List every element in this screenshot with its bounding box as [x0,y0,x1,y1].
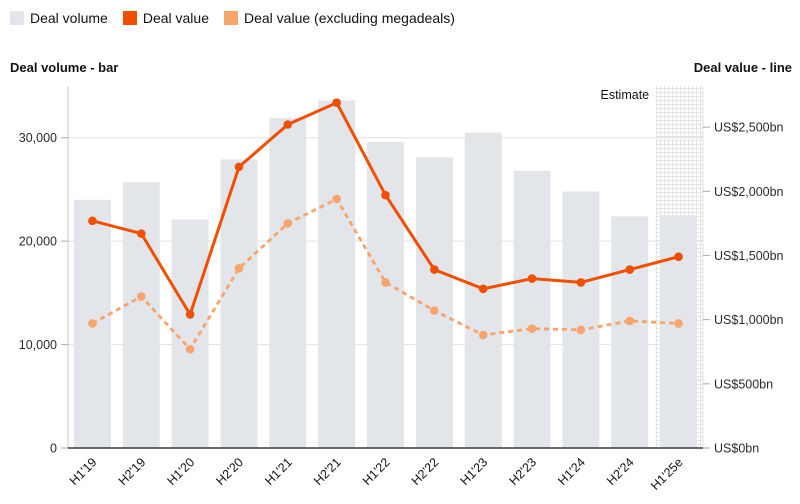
point-deal-value-H1'21 [283,120,293,129]
x-axis-label-H1'20: H1'20 [165,455,198,488]
legend: Deal volume Deal value Deal value (exclu… [10,10,455,26]
x-axis-label-H1'25e: H1'25e [648,455,686,493]
x-axis-label-H1'19: H1'19 [67,455,100,488]
bar-H2'21 [318,100,356,448]
legend-item-deal-value-excluding-megadeals: Deal value (excluding megadeals) [223,10,455,26]
right-tick-label: US$1,500bn [714,249,784,263]
left-axis-title: Deal volume - bar [10,60,119,75]
point-deal-value-H1'20 [185,310,195,319]
point-excl-megadeals-H2'20 [234,263,244,273]
right-axis-title: Deal value - line [693,60,792,75]
point-deal-value-H1'24 [576,278,586,287]
point-deal-value-H1'22 [381,190,390,200]
deal-value-swatch-icon [122,11,137,25]
point-excl-megadeals-H1'19 [88,319,97,328]
point-deal-value-H2'19 [136,229,146,238]
bar-H1'21 [269,118,307,448]
point-excl-megadeals-H2'22 [430,306,439,315]
point-deal-value-H2'24 [625,265,635,274]
point-deal-value-H2'21 [332,98,341,107]
x-axis-label-H1'24: H1'24 [555,455,588,488]
deal-value-excluding-megadeals-swatch-icon [223,11,238,25]
x-axis-label-H2'23: H2'23 [506,455,539,488]
legend-label: Deal value (excluding megadeals) [243,10,455,26]
point-deal-value-H1'23 [478,284,488,294]
point-deal-value-H1'19 [88,216,97,226]
point-excl-megadeals-H1'25e [674,319,683,328]
bar-H1'25e [660,215,698,448]
estimate-label: Estimate [601,88,650,102]
point-excl-megadeals-H1'24 [576,325,586,335]
point-excl-megadeals-H2'19 [136,292,146,301]
left-tick-label: 10,000 [19,338,57,352]
legend-label: Deal value [142,10,209,26]
x-axis-label-H2'24: H2'24 [604,455,637,488]
x-axis-label-H1'22: H1'22 [360,455,393,488]
bar-H1'24 [562,191,600,449]
x-axis-label-H2'19: H2'19 [116,455,149,488]
bar-H2'23 [513,170,551,448]
legend-label: Deal volume [30,10,108,26]
x-axis-label-H2'22: H2'22 [409,455,442,488]
legend-item-deal-volume: Deal volume [10,10,108,26]
bar-H1'22 [367,141,404,448]
right-tick-label: US$0bn [714,442,759,456]
bar-H2'19 [122,182,160,448]
left-tick-label: 20,000 [19,235,57,249]
right-tick-label: US$1,000bn [714,313,784,327]
bar-H1'20 [171,219,209,448]
right-tick-label: US$2,500bn [714,121,784,135]
point-excl-megadeals-H2'23 [527,324,537,333]
point-deal-value-H1'25e [674,252,683,262]
left-tick-label: 0 [50,442,57,456]
x-axis-label-H2'21: H2'21 [311,455,344,488]
point-excl-megadeals-H1'21 [283,219,293,228]
point-excl-megadeals-H2'21 [332,194,341,204]
point-excl-megadeals-H1'23 [478,330,488,340]
bar-H2'24 [611,216,649,448]
legend-item-deal-value: Deal value [122,10,209,26]
left-tick-label: 30,000 [19,131,57,145]
right-tick-label: US$500bn [714,377,773,391]
point-deal-value-H2'22 [430,265,439,274]
deal-volume-swatch-icon [10,11,24,25]
point-excl-megadeals-H1'20 [185,344,195,354]
x-axis-label-H1'23: H1'23 [458,455,491,488]
point-deal-value-H2'23 [527,274,537,283]
x-axis-label-H1'21: H1'21 [262,455,295,488]
point-deal-value-H2'20 [234,162,244,172]
point-excl-megadeals-H2'24 [625,316,635,326]
right-tick-label: US$2,000bn [714,185,784,199]
x-axis-label-H2'20: H2'20 [213,455,246,488]
point-excl-megadeals-H1'22 [381,278,390,287]
